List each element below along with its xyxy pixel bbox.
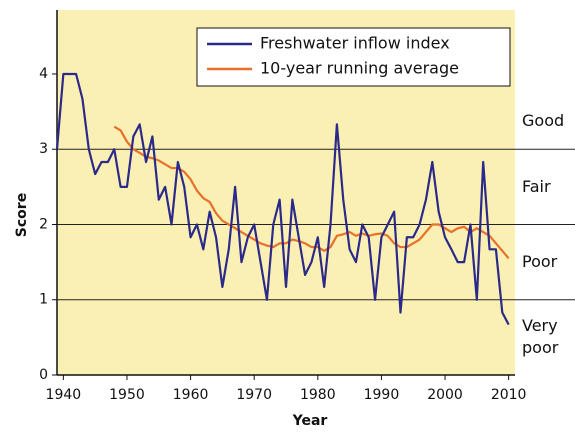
x-tick-label: 1960: [173, 387, 209, 403]
band-label: Poor: [522, 252, 558, 272]
x-tick-label: 1940: [46, 387, 82, 403]
x-tick-label: 1980: [300, 387, 336, 403]
x-tick-label: 2000: [427, 387, 463, 403]
band-label: Fair: [522, 176, 551, 196]
x-tick-label: 1950: [109, 387, 145, 403]
legend-box: [196, 27, 511, 87]
y-tick-label: 2: [39, 216, 48, 232]
data-line: [55, 72, 510, 326]
x-tick-label: 1990: [364, 387, 400, 403]
x-axis-label: Year: [292, 413, 328, 429]
x-tick-label: 1970: [236, 387, 272, 403]
band-label: Good: [522, 111, 565, 130]
y-tick-label: 0: [39, 367, 48, 383]
y-axis-label: Score: [14, 193, 30, 237]
band-label: Very poor: [522, 316, 559, 358]
x-tick-label: 2010: [491, 387, 527, 403]
legend-label: Freshwater inflow index: [260, 34, 450, 53]
legend-label: 10-year running average: [260, 59, 459, 78]
y-tick-label: 4: [39, 66, 48, 82]
y-tick-label: 3: [39, 141, 48, 157]
y-tick-label: 1: [39, 292, 48, 308]
